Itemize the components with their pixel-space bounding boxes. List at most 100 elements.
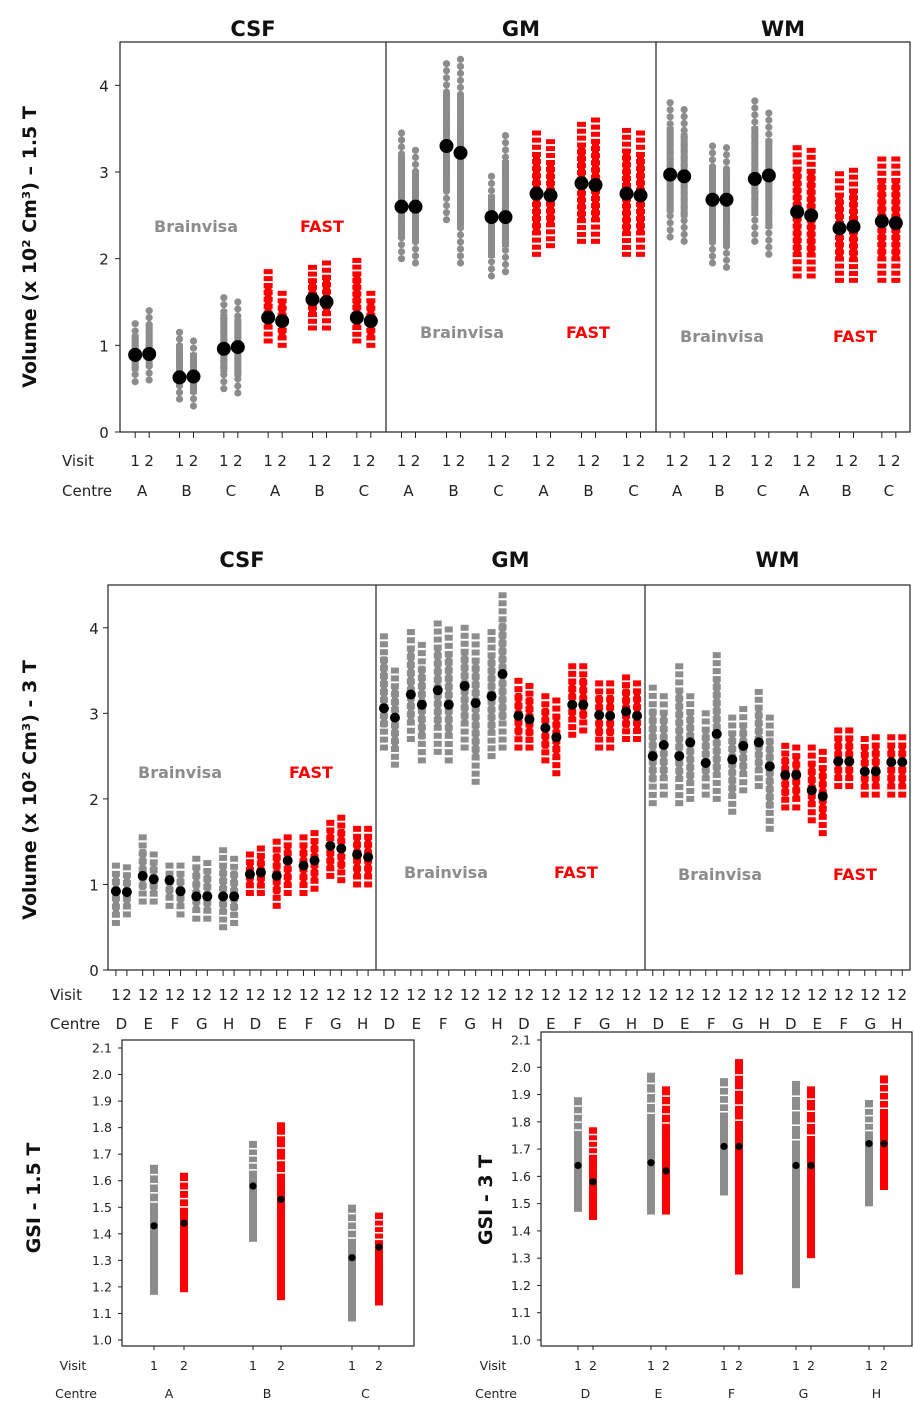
data-point (751, 118, 759, 126)
data-point (245, 890, 254, 896)
data-point (680, 223, 688, 232)
y-tick-label: 1.0 (511, 1333, 531, 1348)
data-point (406, 637, 415, 644)
data-point (514, 736, 523, 743)
visit-tick-label: 1 (877, 452, 887, 470)
data-point (877, 177, 887, 183)
data-point (792, 795, 801, 802)
data-point (460, 632, 469, 639)
visit-tick-label: 2 (277, 1358, 285, 1373)
data-point (532, 237, 541, 243)
visit-tick-label: 1 (860, 986, 870, 1004)
data-point (352, 331, 362, 337)
data-point (849, 181, 858, 187)
centre-tick-label: H (626, 1015, 637, 1033)
data-point (871, 783, 880, 790)
method-label-brainvisa: Brainvisa (678, 865, 762, 884)
data-range-bar (792, 1080, 800, 1289)
y-tick-label: 1.8 (511, 1114, 531, 1129)
data-point (712, 779, 721, 786)
data-point (666, 219, 674, 227)
centre-tick-label: B (583, 482, 593, 500)
data-point (310, 838, 319, 845)
data-point (686, 709, 695, 716)
data-point (277, 290, 287, 296)
centre-row-label: Centre (62, 482, 112, 500)
data-point (397, 248, 406, 256)
point-gap (574, 1121, 582, 1123)
data-point (754, 783, 763, 790)
visit-tick-label: 2 (456, 452, 466, 470)
data-point (792, 753, 801, 760)
visit-tick-label: 1 (442, 452, 452, 470)
data-point (471, 649, 480, 656)
point-gap (589, 1140, 597, 1142)
visit-tick-label: 2 (765, 986, 775, 1004)
data-point (165, 862, 174, 869)
data-point (165, 902, 174, 909)
data-point (525, 690, 534, 697)
data-point (712, 652, 721, 659)
visit-tick-label: 1 (165, 986, 175, 1004)
y-tick-label: 3 (89, 705, 99, 723)
data-point (353, 873, 362, 880)
mean-marker (832, 221, 847, 236)
data-point (712, 795, 721, 802)
visit-tick-label: 1 (622, 452, 632, 470)
data-point (765, 825, 774, 832)
data-point (680, 119, 688, 128)
data-point (722, 256, 731, 264)
data-point (728, 730, 737, 737)
data-point (220, 385, 228, 393)
data-point (898, 783, 907, 790)
data-point (326, 872, 335, 879)
data-point (501, 139, 510, 147)
visit-tick-label: 1 (192, 986, 202, 1004)
data-point (525, 744, 534, 751)
data-point (442, 74, 451, 82)
data-range-core (872, 747, 879, 785)
visit-tick-label: 2 (256, 986, 266, 1004)
panel-title: WM (761, 17, 805, 41)
visit-tick-label: 1 (621, 986, 631, 1004)
data-point (659, 701, 668, 708)
data-point (131, 327, 139, 335)
visit-tick-label: 1 (792, 452, 802, 470)
data-point (891, 270, 901, 276)
mean-marker (325, 840, 336, 851)
data-point (444, 749, 453, 756)
data-point (406, 645, 415, 652)
point-gap (735, 1074, 743, 1076)
data-point (471, 754, 480, 761)
data-point (765, 109, 773, 117)
data-point (220, 294, 228, 302)
visit-tick-label: 1 (111, 986, 121, 1004)
point-gap (150, 1192, 158, 1194)
data-point (189, 344, 198, 352)
data-range-bar (150, 1164, 158, 1295)
centre-tick-label: G (330, 1015, 342, 1033)
data-point (818, 821, 827, 828)
point-gap (865, 1107, 873, 1109)
data-point (272, 846, 281, 853)
centre-tick-label: B (263, 1386, 272, 1401)
point-gap (150, 1183, 158, 1185)
data-point (541, 749, 550, 756)
data-range-core (139, 848, 146, 891)
data-point (898, 791, 907, 798)
data-point (871, 734, 880, 741)
data-point (111, 919, 120, 926)
mean-marker (298, 860, 309, 871)
data-point (514, 744, 523, 751)
data-range-core (145, 323, 153, 368)
data-point (792, 259, 802, 265)
data-range-bar (865, 1100, 873, 1207)
data-range-bar (735, 1059, 743, 1275)
data-point (322, 267, 331, 273)
data-point (666, 120, 674, 128)
data-point (131, 378, 139, 386)
y-tick-label: 4 (89, 620, 99, 638)
data-point (552, 705, 561, 712)
centre-tick-label: B (841, 482, 851, 500)
data-point (636, 151, 645, 157)
